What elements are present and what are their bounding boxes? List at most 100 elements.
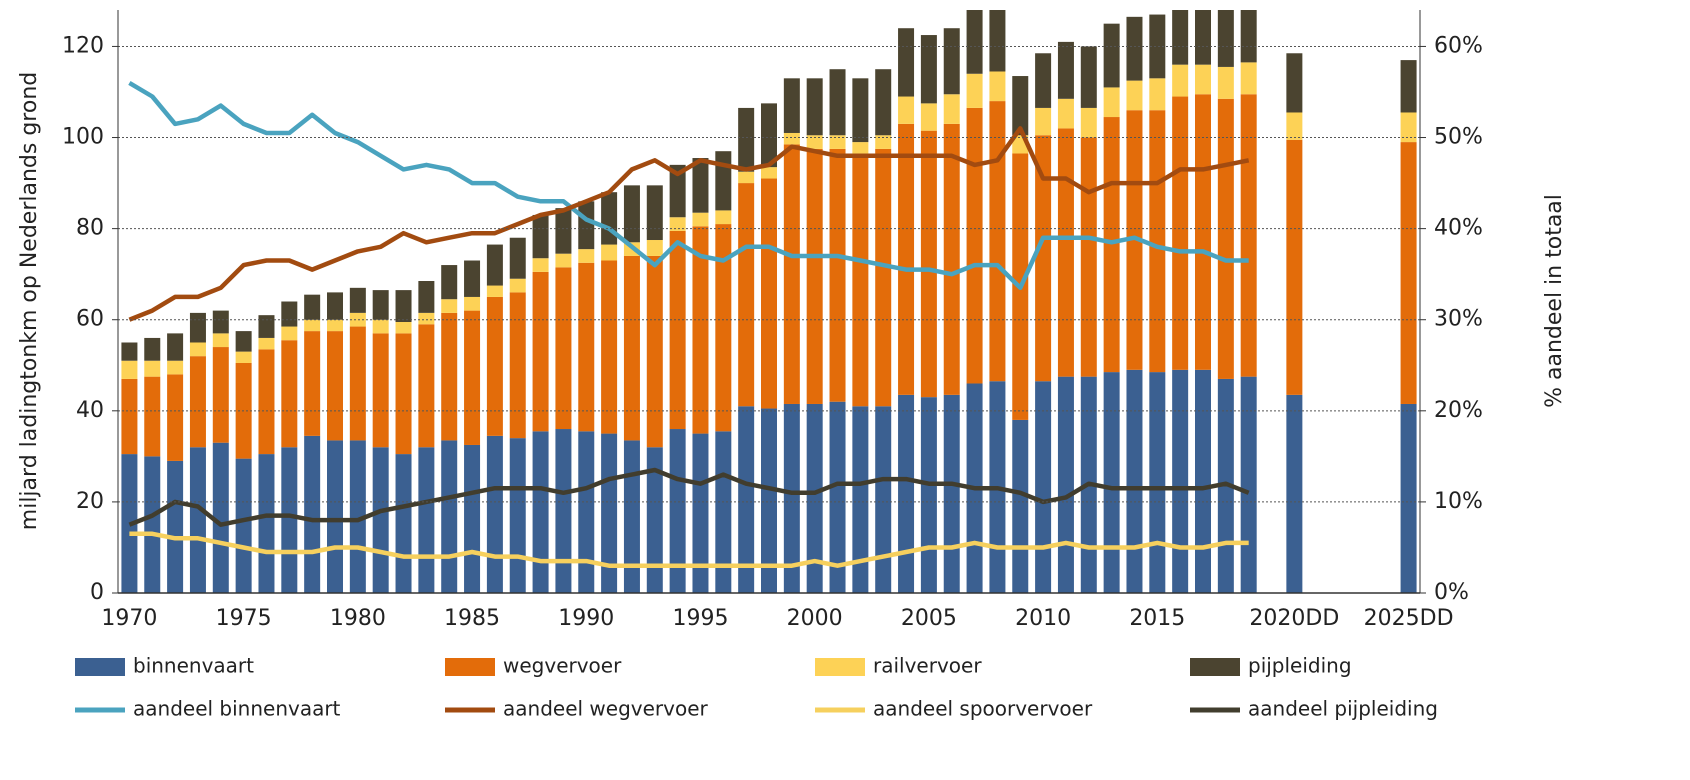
bar-segment [167,333,184,361]
bar-segment [144,376,161,457]
bar-segment [464,260,481,297]
bar-segment [349,326,366,441]
bar-segment [441,265,458,300]
bar-segment [1240,62,1257,95]
bar-segment [578,249,595,263]
bar-segment [1400,60,1417,113]
bar-segment [464,444,481,593]
bar-segment [989,101,1006,382]
legend-label: wegvervoer [503,654,622,678]
y-tick-label: 0 [90,580,104,605]
y2-axis-label: % aandeel in totaal [1542,194,1567,408]
bar-segment [486,296,503,436]
bar-segment [121,360,138,379]
bar-segment [555,253,572,268]
bar-segment [738,107,755,172]
bar-segment [1172,369,1189,593]
bar-segment [1057,376,1074,593]
share-line [128,467,1250,527]
legend-swatch [445,658,495,676]
bar-segment [532,214,549,259]
bar-segment [532,258,549,272]
bar-segment [349,312,366,327]
bar-segment [372,333,389,448]
bar-segment [601,192,618,245]
y2-tick-label: 40% [1434,216,1483,241]
bar-segment [1400,112,1417,143]
bar-segment [646,447,663,593]
bar-segment [601,260,618,434]
bar-segment [167,374,184,461]
bar-segment [1057,98,1074,129]
bar-segment [418,447,435,593]
y2-tick-label: 30% [1434,307,1483,332]
bar-segment [1012,76,1029,136]
bar-segment [235,331,252,352]
bar-segment [1080,107,1097,138]
bar-segment [852,406,869,593]
bar-segment [304,294,321,320]
bar-segment [783,132,800,145]
x-tick-label: 1990 [558,606,614,631]
y2-tick-label: 10% [1434,489,1483,514]
bar-segment [601,433,618,593]
bar-segment [646,185,663,241]
bar-segment [761,178,777,409]
legend-label: aandeel wegvervoer [503,697,709,721]
bar-segment [189,342,206,357]
bar-segment [875,69,892,136]
bar-segment [761,103,777,168]
bar-segment [715,431,732,593]
bar-segment [1286,139,1303,395]
bar-segment [738,171,755,184]
bar-segment [943,123,960,395]
bar-segment [235,351,252,363]
bar-segment [1149,78,1166,111]
bar-segment [441,312,458,441]
bar-segment [1035,53,1052,108]
bar-segment [372,447,389,593]
y-tick-label: 40 [76,398,104,423]
bar-segment [806,403,823,593]
bar-segment [555,429,572,593]
bar-segment [898,28,915,97]
x-tick-label: 2000 [787,606,843,631]
legend-label: binnenvaart [133,654,254,678]
bar-segment [144,337,161,361]
bar-segment [623,440,640,593]
bar-segment [281,340,298,448]
bar-segment [875,406,892,593]
bar-segment [121,342,138,361]
bar-segment [1149,110,1166,373]
bar-segment [509,292,526,439]
bar-segment [715,151,732,211]
bar-segment [875,148,892,407]
bar-segment [1240,376,1257,593]
bar-segment [1195,64,1211,95]
bar-segment [327,440,343,593]
bar-segment [1172,96,1189,370]
share-line [129,531,1249,568]
bar-segment [349,440,366,593]
bar-segment [1057,41,1074,99]
x-tick-label: 1985 [444,606,500,631]
bar-segment [646,255,663,448]
y2-tick-label: 60% [1434,33,1483,58]
bar-segment [943,394,960,593]
bar-segment [395,290,412,322]
bar-segment [829,148,846,402]
bar-segment [258,349,275,455]
bar-segment [852,78,869,143]
legend-label: aandeel binnenvaart [133,697,341,721]
bar-segment [395,321,412,334]
bar-segment [441,299,458,313]
bar-segment [943,94,960,124]
bar-segment [212,442,229,593]
bar-segment [1103,372,1120,593]
bar-segment [989,71,1006,102]
bar-segment [189,356,206,448]
bar-segment [578,201,595,250]
x-tick-label: 2010 [1015,606,1071,631]
legend-swatch [75,658,125,676]
